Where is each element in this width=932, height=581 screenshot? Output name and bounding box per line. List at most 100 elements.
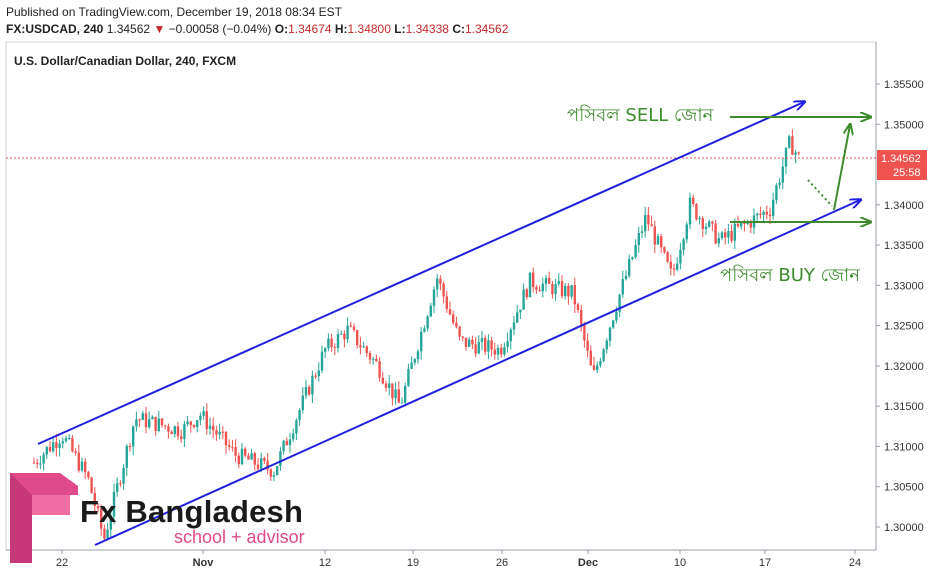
current-price-tag (877, 150, 927, 180)
candle (327, 333, 330, 352)
candle (496, 344, 500, 361)
candle (208, 417, 212, 435)
price-tick-label: 1.33000 (884, 280, 924, 292)
candle (116, 477, 119, 497)
candle (733, 218, 736, 250)
candle (644, 206, 647, 238)
ohlc-info: FX:USDCAD, 240 1.34562 ▼ −0.00058 (−0.04… (6, 22, 508, 36)
candle (720, 230, 724, 240)
price-tick-label: 1.31500 (884, 401, 924, 413)
candle (125, 443, 128, 477)
candle (272, 471, 276, 482)
candle (535, 284, 538, 295)
candle (372, 356, 375, 365)
candle (500, 343, 503, 358)
candle (151, 415, 154, 420)
plot-frame (5, 41, 877, 551)
candle (224, 431, 228, 454)
channel-upper-line (37, 102, 804, 445)
candle (346, 317, 349, 344)
candle (525, 287, 528, 300)
candle (724, 228, 727, 245)
candle (311, 370, 314, 404)
candle (797, 151, 800, 156)
candle (730, 224, 733, 244)
candle (368, 350, 372, 365)
price-tick-label: 1.34000 (884, 200, 924, 212)
high-label: H: (334, 22, 348, 36)
candle (288, 432, 292, 453)
buy-zone-label: পসিবল BUY জোন (720, 265, 860, 286)
candle (474, 337, 477, 358)
price-change: −0.00058 (−0.04%) (168, 22, 272, 36)
candle (183, 420, 186, 448)
candle (551, 280, 554, 299)
candle (676, 257, 679, 272)
candle (420, 327, 423, 360)
candle (653, 220, 656, 254)
sell-zone-label: পসিবল SELL জোন (567, 105, 714, 126)
published-info: Published on TradingView.com, December 1… (6, 5, 342, 19)
candle (548, 271, 551, 284)
candle (381, 372, 384, 385)
candle (295, 418, 298, 440)
candle (455, 316, 458, 329)
candle (176, 422, 180, 440)
candle (557, 273, 560, 286)
candle (666, 251, 669, 263)
candle (356, 329, 359, 349)
candle (160, 418, 164, 428)
candle (215, 425, 218, 441)
candle (100, 504, 103, 537)
candle (212, 417, 215, 439)
candle (279, 447, 282, 471)
candle (317, 362, 320, 382)
candle (148, 411, 151, 430)
candle (84, 458, 87, 479)
candle (528, 272, 532, 298)
candle (640, 225, 644, 239)
candle (112, 483, 116, 525)
candle (717, 232, 720, 248)
candle (109, 509, 112, 538)
candle (404, 382, 407, 406)
candle (135, 411, 138, 432)
candle (400, 397, 404, 404)
candle (55, 433, 58, 457)
candle (775, 183, 778, 204)
candle (218, 423, 221, 440)
candle (660, 233, 663, 254)
candle (308, 385, 311, 396)
date-tick-label: 19 (407, 557, 419, 569)
date-tick-label: 12 (319, 557, 331, 569)
date-tick-label: 10 (674, 557, 686, 569)
candle (407, 363, 410, 388)
candle (119, 480, 122, 487)
candle (301, 387, 304, 414)
candle (698, 215, 701, 225)
down-arrow-icon: ▼ (153, 22, 166, 36)
candle (631, 256, 634, 261)
candle (384, 380, 388, 392)
candle (269, 467, 272, 481)
candle (388, 374, 391, 396)
candle (416, 349, 420, 364)
candle (253, 451, 256, 471)
candle (202, 406, 205, 420)
candle (423, 325, 426, 333)
candle (247, 452, 250, 460)
candle (106, 523, 109, 540)
candle (512, 316, 516, 336)
price-tick-label: 1.32000 (884, 361, 924, 373)
candle (397, 381, 400, 403)
candle (64, 435, 68, 443)
candle (304, 379, 308, 400)
candle (266, 452, 269, 475)
candle (592, 356, 596, 371)
candle (599, 357, 602, 368)
candle (436, 273, 439, 298)
candle (186, 415, 189, 427)
candle (516, 304, 519, 324)
candle (314, 372, 317, 379)
